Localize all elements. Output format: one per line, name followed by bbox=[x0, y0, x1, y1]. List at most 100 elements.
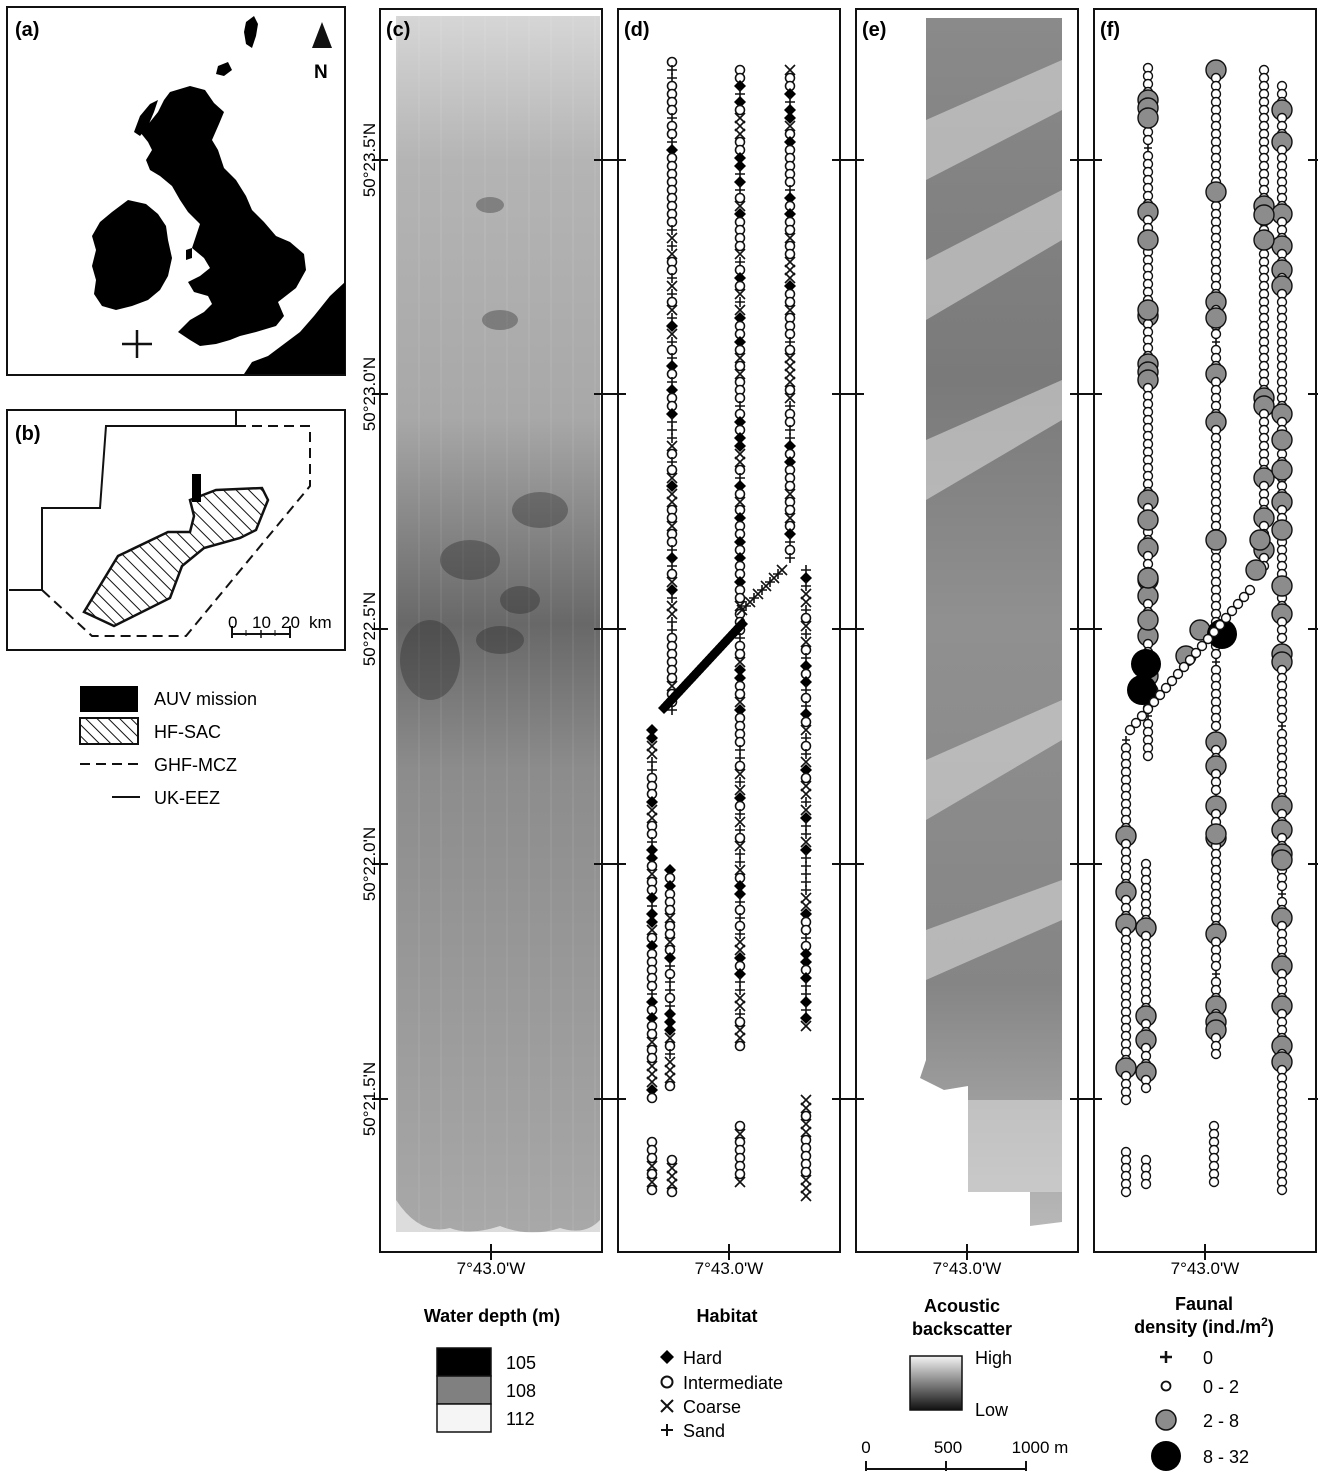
north-arrow-icon bbox=[312, 22, 332, 48]
fauna-low-mark bbox=[1276, 632, 1288, 644]
sand-mark bbox=[801, 797, 811, 807]
coarse-mark bbox=[664, 912, 676, 924]
coarse-mark bbox=[784, 256, 796, 268]
fauna-zero-mark bbox=[1278, 722, 1286, 730]
intermediate-mark bbox=[734, 688, 746, 700]
scale-tick-20: 20 bbox=[281, 613, 300, 632]
fauna-low-mark bbox=[1124, 724, 1136, 736]
hard-mark bbox=[800, 1012, 812, 1024]
fauna-zero-mark bbox=[1212, 338, 1220, 346]
fauna-mid-mark bbox=[1245, 559, 1267, 581]
hard-mark bbox=[800, 764, 812, 776]
fauna-low-mark bbox=[1120, 1186, 1132, 1198]
panel-a: (a) N bbox=[6, 6, 346, 376]
fauna-low-mark bbox=[1140, 1082, 1152, 1094]
sand-mark bbox=[735, 809, 745, 819]
coarse-mark bbox=[734, 696, 746, 708]
legend-habitat-title: Habitat bbox=[696, 1306, 757, 1326]
intermediate-mark bbox=[646, 1092, 658, 1104]
hard-mark bbox=[734, 432, 746, 444]
coarse-mark bbox=[734, 352, 746, 364]
intermediate-mark bbox=[734, 1016, 746, 1028]
hard-mark bbox=[664, 880, 676, 892]
coarse-mark bbox=[734, 288, 746, 300]
habitat-label-intermediate: Intermediate bbox=[683, 1373, 783, 1393]
sand-mark bbox=[801, 581, 811, 591]
intermediate-mark bbox=[734, 760, 746, 772]
coarse-mark bbox=[734, 768, 746, 780]
intermediate-mark bbox=[734, 360, 746, 372]
lat-label: 50°23.5'N bbox=[360, 123, 379, 197]
fauna-mid-mark bbox=[1271, 519, 1293, 541]
hard-mark bbox=[734, 272, 746, 284]
coarse-mark bbox=[800, 892, 812, 904]
legend-fauna-title-1: Faunal bbox=[1175, 1294, 1233, 1314]
great-britain-shape bbox=[140, 86, 306, 346]
depth-swatch-108 bbox=[436, 1375, 492, 1405]
depth-swatch-105 bbox=[436, 1347, 492, 1377]
intermediate-mark bbox=[646, 1028, 658, 1040]
hard-mark bbox=[734, 160, 746, 172]
coarse-mark bbox=[666, 1178, 678, 1190]
coarse-mark bbox=[734, 112, 746, 124]
fauna-medium-circle-icon bbox=[1155, 1409, 1177, 1431]
coarse-x-icon bbox=[660, 1399, 674, 1413]
lat-label: 50°22.5'N bbox=[360, 592, 379, 666]
fauna-low-mark bbox=[1276, 712, 1288, 724]
fauna-high-mark bbox=[1207, 619, 1237, 649]
north-label: N bbox=[314, 62, 328, 83]
intermediate-mark bbox=[734, 832, 746, 844]
fauna-low-mark bbox=[1208, 626, 1220, 638]
legend-fauna-title-sup: 2 bbox=[1261, 1315, 1268, 1329]
hard-mark bbox=[734, 512, 746, 524]
coarse-mark bbox=[734, 944, 746, 956]
fauna-mid-mark bbox=[1271, 849, 1293, 871]
outer-hebrides-shape bbox=[134, 100, 158, 136]
legend-sac-label: HF-SAC bbox=[154, 722, 221, 742]
fauna-mid-mark bbox=[1253, 229, 1275, 251]
fauna-zero-mark bbox=[1278, 890, 1286, 898]
habitat-label-coarse: Coarse bbox=[683, 1397, 741, 1417]
coarse-mark bbox=[646, 804, 658, 816]
fauna-tracks bbox=[1115, 59, 1293, 1198]
hard-mark bbox=[800, 708, 812, 720]
hard-mark bbox=[800, 572, 812, 584]
intermediate-mark bbox=[666, 672, 678, 684]
intermediate-mark bbox=[800, 772, 812, 784]
coarse-mark bbox=[784, 272, 796, 284]
fauna-low-mark bbox=[1214, 619, 1226, 631]
coarse-mark bbox=[646, 1176, 658, 1188]
fauna-low-mark bbox=[1202, 633, 1214, 645]
shetland-shape bbox=[244, 16, 258, 48]
fauna-low-mark bbox=[1276, 880, 1288, 892]
hard-mark bbox=[800, 676, 812, 688]
fauna-small-circle-icon bbox=[1160, 1380, 1172, 1392]
coarse-mark bbox=[784, 264, 796, 276]
coarse-mark bbox=[666, 304, 678, 316]
coarse-mark bbox=[784, 64, 796, 76]
hard-mark bbox=[734, 440, 746, 452]
hard-mark bbox=[734, 672, 746, 684]
coarse-mark bbox=[646, 1160, 658, 1172]
fauna-low-mark bbox=[1142, 703, 1154, 715]
coarse-mark bbox=[666, 440, 678, 452]
fauna-low-mark bbox=[1208, 1176, 1220, 1188]
fauna-low-mark bbox=[1210, 720, 1222, 732]
coarse-mark bbox=[646, 1068, 658, 1080]
hard-mark bbox=[784, 456, 796, 468]
coarse-mark bbox=[800, 1182, 812, 1194]
panel-f: (f) bbox=[1093, 8, 1317, 1253]
hard-mark bbox=[784, 528, 796, 540]
legend-backscatter: Acoustic backscatter High Low bbox=[909, 1296, 1012, 1420]
fauna-low-mark bbox=[1220, 612, 1232, 624]
coarse-mark bbox=[734, 864, 746, 876]
panel-e: (e) bbox=[855, 8, 1079, 1253]
hard-mark bbox=[664, 952, 676, 964]
intermediate-mark bbox=[666, 464, 678, 476]
fauna-high-mark bbox=[1131, 649, 1161, 679]
fauna-zero-mark bbox=[1212, 658, 1220, 666]
fauna-low-mark bbox=[1172, 668, 1184, 680]
lon-label-c: 7°43.0'W bbox=[457, 1259, 526, 1278]
hard-mark bbox=[784, 280, 796, 292]
